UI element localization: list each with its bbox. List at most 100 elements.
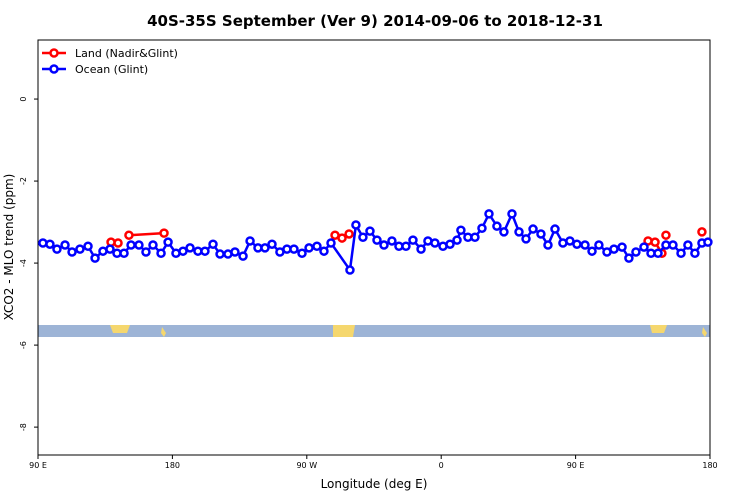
point [215, 249, 225, 259]
point [52, 244, 62, 254]
land-shape [110, 325, 130, 333]
point [185, 243, 195, 253]
point [75, 244, 85, 254]
y-tick-label: -8 [19, 423, 28, 431]
point [408, 235, 418, 245]
point [430, 238, 440, 248]
point [697, 227, 707, 237]
map-strip [38, 325, 710, 337]
point [297, 248, 307, 258]
point [492, 221, 502, 231]
point [90, 253, 100, 263]
point [238, 251, 248, 261]
point [536, 229, 546, 239]
point [514, 227, 524, 237]
point [676, 248, 686, 258]
point [312, 241, 322, 252]
point [365, 226, 375, 236]
point [631, 247, 641, 257]
y-tick-label: -6 [19, 341, 28, 349]
point [126, 240, 136, 250]
y-tick-label: -2 [19, 177, 28, 185]
x-tick-label: 90 E [29, 461, 47, 470]
point [105, 244, 115, 254]
point [358, 232, 368, 242]
land-shape [333, 325, 355, 337]
point [580, 240, 590, 250]
point [456, 225, 466, 236]
y-tick-label: 0 [19, 97, 28, 102]
point [344, 229, 354, 239]
point [119, 248, 129, 258]
chart-title: 40S-35S September (Ver 9) 2014-09-06 to … [147, 12, 603, 30]
x-tick-label: 90 E [567, 461, 585, 470]
point [163, 237, 173, 247]
point [484, 209, 494, 219]
x-axis-label: Longitude (deg E) [321, 477, 428, 491]
point [245, 236, 255, 246]
point [159, 228, 169, 238]
point [624, 253, 634, 263]
point [351, 220, 361, 230]
point [124, 230, 134, 240]
point [267, 239, 277, 249]
point [141, 247, 151, 257]
point [260, 243, 270, 253]
point [345, 265, 355, 275]
point [156, 248, 166, 258]
point [416, 244, 426, 254]
point [477, 223, 487, 233]
y-tick-label: -4 [19, 259, 28, 267]
point [208, 239, 218, 249]
point [653, 248, 663, 258]
point [60, 240, 70, 250]
point [499, 227, 509, 237]
point [304, 243, 314, 253]
point [372, 235, 382, 245]
point [470, 232, 480, 242]
point [668, 240, 678, 250]
point [337, 233, 347, 243]
land-shape [161, 327, 166, 337]
point [319, 246, 329, 256]
x-tick-label: 90 W [296, 461, 317, 470]
point [639, 242, 649, 252]
point [703, 237, 713, 247]
point [521, 234, 531, 244]
point [445, 239, 455, 249]
point [572, 239, 582, 249]
point [507, 209, 517, 219]
ocean-band [38, 325, 710, 337]
point [587, 246, 597, 256]
point [565, 236, 575, 246]
legend-marker [49, 64, 59, 74]
point [113, 238, 123, 248]
land-shape [702, 327, 707, 337]
x-tick-label: 0 [439, 461, 444, 470]
point [379, 240, 389, 250]
point [401, 241, 411, 252]
point [528, 224, 538, 234]
point [543, 240, 553, 250]
legend-label: Land (Nadir&Glint) [75, 47, 178, 60]
point [690, 248, 700, 258]
land-shape [650, 325, 667, 333]
legend-marker [49, 48, 59, 58]
point [289, 244, 299, 254]
point [178, 246, 188, 256]
point [326, 238, 336, 248]
point [45, 239, 55, 249]
point [550, 224, 560, 234]
point [134, 240, 144, 250]
point [683, 240, 693, 250]
legend-label: Ocean (Glint) [75, 63, 148, 76]
point [452, 235, 462, 245]
point [387, 236, 397, 246]
point [650, 237, 660, 247]
point [83, 241, 93, 252]
plot-frame [37, 39, 711, 456]
point [594, 240, 604, 250]
point [148, 240, 158, 250]
point [67, 247, 77, 257]
